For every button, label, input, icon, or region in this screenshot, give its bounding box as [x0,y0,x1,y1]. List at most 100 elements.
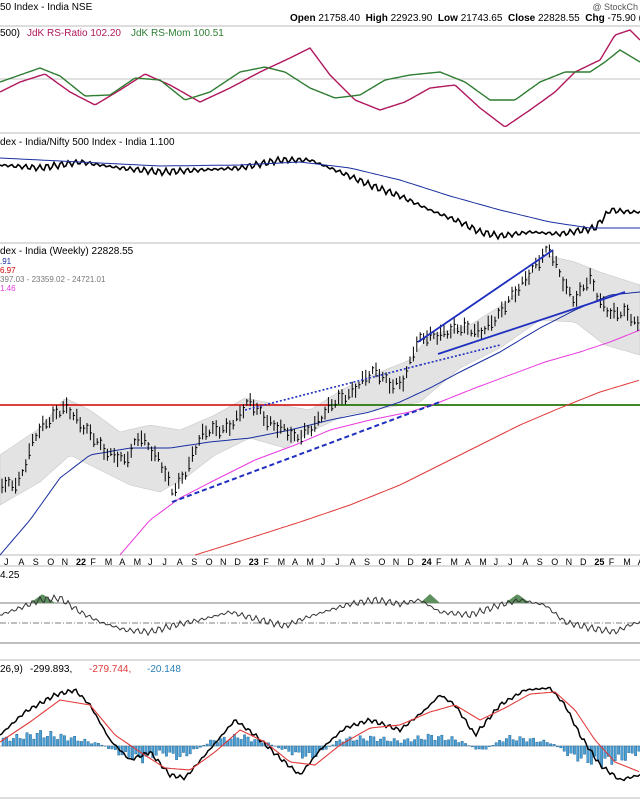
macd-value: -299.893, [30,664,72,675]
channel-lower-line [437,291,626,355]
macd-histogram-bar [90,743,94,747]
high-value: 22923.90 [390,13,433,24]
macd-histogram-bar [1,737,5,747]
rrg-ratio-legend: JdK RS-Ratio 102.20 [27,28,121,39]
macd-histogram-bar [586,745,590,763]
trendline-upper-dotted-2 [419,344,501,366]
rrg-legend-prefix: 500) [0,28,20,39]
macd-histogram-bar [481,745,484,750]
macd-histogram-bar [477,745,481,750]
macd-histogram-bar [501,741,505,747]
macd-histogram-bar [392,738,396,747]
macd-histogram-bar [222,736,226,747]
macd-histogram-bar [277,745,280,749]
macd-histogram-bar [607,745,610,757]
macd-histogram-bar [198,745,202,748]
macd-histogram-bar [280,745,284,750]
macd-histogram-bar [358,735,362,747]
macd-histogram-bar [552,744,556,747]
x-axis-tick-label: A [522,557,528,567]
macd-histogram-bar [423,739,427,747]
x-axis-tick-label: 24 [422,557,432,567]
macd-histogram-bar [556,745,559,748]
macd-histogram-bar [372,736,376,747]
rs-legend: dex - India/Nifty 500 Index - India 1.10… [0,137,175,148]
macd-histogram-bar [181,745,185,753]
x-axis-tick-label: M [105,557,113,567]
macd-histogram-bar [460,741,464,747]
macd-histogram-bar [202,745,206,747]
macd-histogram-bar [348,736,352,747]
macd-histogram-bar [471,745,474,748]
x-axis-tick-label: F [609,557,615,567]
macd-histogram-bar [154,745,158,756]
x-axis-tick-label: A [350,557,356,567]
macd-histogram-bar [464,743,467,747]
x-axis-tick-label: J [162,557,167,567]
macd-histogram-bar [610,745,614,765]
macd-histogram-bar [110,745,114,750]
macd-histogram-bar [239,739,243,747]
x-axis-tick-label: M [450,557,458,567]
macd-histogram-bar [49,731,53,747]
macd-histogram-bar [569,745,573,754]
chg-label: Chg [585,13,605,24]
macd-histogram-bar [195,745,199,749]
macd-histogram-bar [11,738,15,747]
x-axis-tick-label: M [479,557,487,567]
macd-histogram-bar [297,745,301,753]
macd-histogram-bar [8,740,12,747]
x-axis-tick-label: F [90,557,96,567]
x-axis-tick-label: J [494,557,499,567]
macd-histogram-bar [494,742,498,747]
ohlc-row: Open 21758.40 High 22923.90 Low 21743.65… [290,13,640,24]
x-axis-tick-label: S [33,557,39,567]
macd-histogram-bar [413,739,416,747]
macd-histogram-bar [29,734,32,747]
rs-line [0,155,640,241]
x-axis-tick-label: N [566,557,573,567]
ma-label-3: 397.03 - 23359.02 - 24721.01 [0,275,106,284]
macd-histogram-bar [559,745,563,749]
macd-histogram-bar [518,736,522,747]
macd-histogram-bar [532,737,536,747]
x-axis-tick-label: O [206,557,213,567]
macd-histogram-bar [42,737,46,747]
macd-histogram-bar [440,734,444,747]
macd-histogram-bar [443,740,447,747]
macd-histogram-bar [416,735,420,747]
macd-histogram-bar [498,740,501,747]
macd-histogram-bar [260,742,263,747]
macd-histogram-bar [25,732,29,747]
macd-histogram-bar [403,739,406,747]
macd-hist-value: -20.148 [147,664,181,675]
macd-histogram-bar [236,737,240,747]
x-axis-tick-label: J [4,557,9,567]
macd-histogram-bar [590,745,593,765]
macd-histogram-bar [161,745,165,754]
macd-histogram-bar [409,741,413,747]
macd-histogram-bar [290,745,294,756]
macd-histogram-bar [66,740,70,747]
x-axis-tick-label: D [234,557,241,567]
macd-histogram-bar [294,745,297,753]
x-axis-tick-label: D [407,557,414,567]
x-axis-tick-label: A [18,557,24,567]
x-axis-tick-label: M [134,557,142,567]
macd-histogram-bar [107,745,111,749]
x-axis-tick-label: N [62,557,69,567]
macd-histogram-bar [215,742,219,747]
price-legend: dex - India (Weekly) 22828.55 [0,246,134,257]
macd-histogram-bar [491,745,495,747]
macd-histogram-bar [430,735,433,747]
macd-histogram-bar [63,735,66,747]
macd-histogram-bar [79,741,83,747]
macd-histogram-bar [287,745,291,752]
rrg-momentum-line [0,49,640,101]
macd-histogram-bar [164,745,168,757]
macd-histogram-bar [630,745,634,754]
macd-histogram-bar [59,733,63,747]
macd-histogram-bar [253,739,257,747]
price-bars [1,244,640,497]
